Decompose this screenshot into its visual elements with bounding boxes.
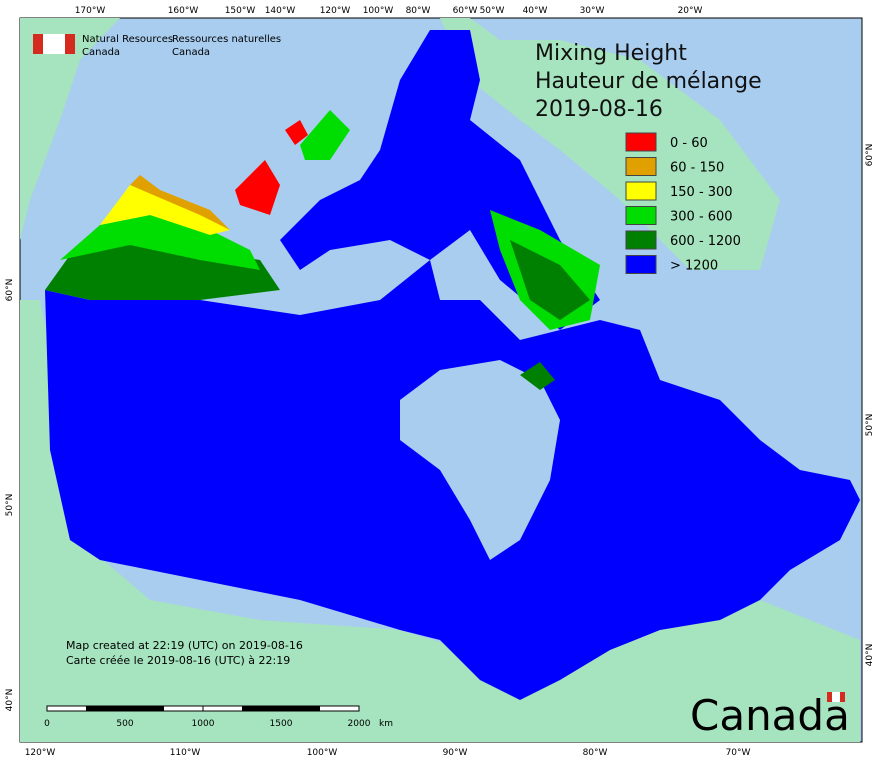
longitude-label: 150°W [225, 6, 256, 16]
legend-label: 150 - 300 [670, 185, 733, 200]
scale-label: 500 [116, 719, 133, 729]
canada-high [45, 30, 860, 700]
longitude-label: 100°W [363, 6, 394, 16]
scale-label: 2000 [348, 719, 371, 729]
flag-logo [43, 34, 65, 54]
legend-swatch [625, 181, 657, 201]
map-credit: Carte créée le 2019-08-16 (UTC) à 22:19 [66, 654, 290, 667]
longitude-label: 30°W [580, 6, 605, 16]
scale-unit: km [379, 719, 393, 729]
scale-label: 0 [44, 719, 50, 729]
scale-label: 1000 [192, 719, 215, 729]
legend-swatch [625, 206, 657, 225]
map-title: Hauteur de mélange [535, 69, 762, 94]
agency-name: Ressources naturelles [172, 34, 281, 45]
latitude-label: 60°N [5, 279, 15, 302]
latitude-label: 60°N [865, 144, 875, 167]
mixing-zones [45, 110, 600, 390]
scale-label: 1500 [270, 719, 293, 729]
legend-label: > 1200 [670, 259, 718, 274]
longitude-label: 80°W [583, 748, 608, 758]
longitude-label: 170°W [75, 6, 106, 16]
scale-bar [281, 706, 320, 711]
legend-swatch [625, 255, 657, 274]
map-title: Mixing Height [535, 41, 687, 66]
scale-bar [86, 706, 125, 711]
latitude-label: 50°N [865, 414, 875, 437]
map-title: 2019-08-16 [535, 97, 663, 122]
longitude-label: 80°W [406, 6, 431, 16]
agency-name: Canada [82, 47, 120, 58]
latitude-label: 40°N [865, 644, 875, 667]
agency-name: Natural Resources [82, 34, 173, 45]
longitude-label: 40°W [523, 6, 548, 16]
canada-wordmark: Canada [690, 691, 850, 740]
legend-label: 300 - 600 [670, 210, 733, 225]
longitude-label: 100°W [307, 748, 338, 758]
agency-name: Canada [172, 47, 210, 58]
wordmark-flag [832, 692, 840, 702]
scale-bar [242, 706, 281, 711]
longitude-label: 70°W [726, 748, 751, 758]
legend-label: 60 - 150 [670, 161, 724, 176]
longitude-label: 160°W [168, 6, 199, 16]
legend-label: 0 - 60 [670, 136, 708, 151]
longitude-label: 20°W [678, 6, 703, 16]
hudson-bay [400, 360, 560, 560]
latitude-label: 50°N [5, 494, 15, 517]
longitude-label: 50°W [480, 6, 505, 16]
longitude-label: 140°W [265, 6, 296, 16]
legend-swatch [625, 157, 657, 176]
longitude-label: 60°W [453, 6, 478, 16]
longitude-label: 120°W [25, 748, 56, 758]
latitude-label: 40°N [5, 689, 15, 712]
longitude-label: 120°W [320, 6, 351, 16]
map-credit: Map created at 22:19 (UTC) on 2019-08-16 [66, 639, 303, 652]
legend-label: 600 - 1200 [670, 234, 741, 249]
longitude-label: 90°W [443, 748, 468, 758]
legend-swatch [625, 132, 657, 152]
legend-swatch [625, 230, 657, 250]
longitude-label: 110°W [170, 748, 201, 758]
scale-bar [125, 706, 164, 711]
